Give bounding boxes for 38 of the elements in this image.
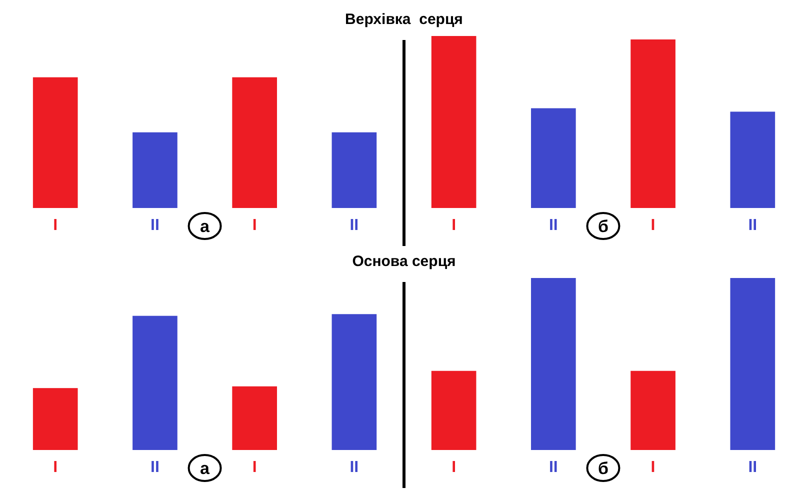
x-tick-label: I — [252, 459, 257, 476]
x-tick-label: II — [548, 217, 558, 234]
text: а — [200, 459, 210, 478]
bar — [332, 132, 377, 208]
x-tick-label: II — [150, 217, 160, 234]
chart-title: Основа серця — [352, 253, 456, 270]
x-tick-label: I — [53, 459, 58, 476]
x-tick-label: I — [452, 459, 456, 476]
text: а — [200, 217, 210, 236]
chart-title: Верхівка серця — [345, 11, 463, 28]
bar — [232, 386, 277, 450]
bar — [531, 278, 576, 450]
bar — [32, 388, 78, 450]
x-tick-label: II — [748, 217, 758, 234]
text: б — [598, 217, 608, 236]
x-tick-label: II — [350, 459, 359, 476]
x-tick-label: I — [53, 217, 58, 234]
x-tick-label: II — [150, 459, 160, 476]
bar — [730, 112, 776, 208]
bar — [431, 370, 476, 450]
x-tick-label: I — [452, 217, 456, 234]
x-tick-label: II — [350, 217, 359, 234]
x-tick-label: I — [252, 217, 257, 234]
bar — [630, 39, 676, 208]
x-tick-label: I — [650, 217, 656, 234]
x-tick-label: II — [548, 459, 558, 476]
bar — [332, 314, 377, 450]
bar — [730, 278, 776, 450]
x-tick-label: II — [748, 459, 758, 476]
bar — [431, 36, 476, 208]
bar — [132, 132, 178, 208]
bar — [531, 108, 576, 208]
text: б — [598, 459, 608, 478]
bar — [232, 77, 277, 208]
bar — [630, 370, 676, 450]
x-tick-label: I — [650, 459, 656, 476]
bar — [32, 77, 78, 208]
bar — [132, 316, 178, 450]
